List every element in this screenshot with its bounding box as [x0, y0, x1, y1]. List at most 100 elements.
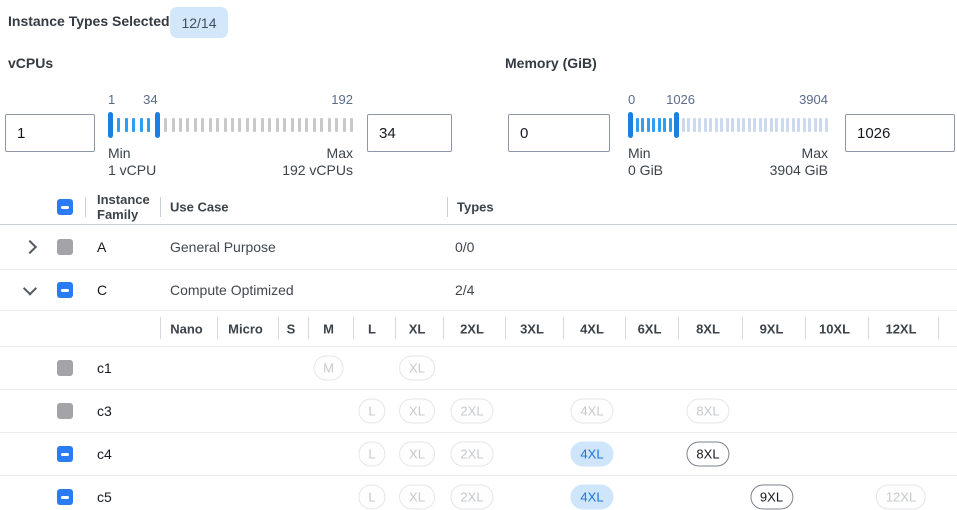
size-column-header: 12XL [885, 321, 917, 336]
family-checkbox[interactable] [57, 239, 73, 255]
slider-tick [703, 118, 707, 132]
slider-handle[interactable] [108, 112, 113, 138]
vcpus-scale-current: 34 [143, 92, 158, 107]
vcpus-range-slider[interactable]: 1 34 192 Min 1 vCPU Max 192 vCPUs [108, 92, 353, 179]
slider-tick [290, 118, 294, 132]
chevron-right-icon[interactable] [22, 239, 38, 255]
slider-tick [808, 118, 811, 132]
instance-checkbox[interactable] [57, 446, 73, 462]
size-chip: XL [399, 441, 435, 467]
family-row: C Compute Optimized 2/4 [0, 270, 957, 311]
size-column-header: S [286, 321, 296, 336]
memory-scale-current: 1026 [666, 92, 696, 107]
size-column-header: XL [408, 321, 426, 336]
slider-tick [117, 118, 121, 132]
size-chip[interactable]: 8XL [686, 441, 730, 467]
vcpus-max-caption: 192 vCPUs [282, 162, 353, 178]
size-chip[interactable]: 9XL [749, 484, 794, 510]
memory-min-label: Min [628, 145, 651, 161]
memory-scale-max: 3904 [799, 92, 828, 107]
slider-tick [797, 118, 800, 132]
size-column-header: 3XL [520, 321, 544, 336]
column-header-instance-family: Instance Family [97, 192, 150, 222]
instance-checkbox[interactable] [57, 489, 73, 505]
slider-tick [731, 118, 734, 132]
memory-section-title: Memory (GiB) [505, 55, 597, 71]
column-header-use-case: Use Case [170, 199, 229, 215]
slider-tick [657, 118, 661, 132]
slider-tick [253, 118, 257, 132]
slider-tick [312, 118, 316, 132]
instance-checkbox[interactable] [57, 360, 73, 376]
memory-scale-min: 0 [628, 92, 636, 107]
instance-family-table: Instance Family Use Case Types A General … [0, 190, 957, 510]
column-divider [160, 317, 161, 339]
family-use-case: General Purpose [170, 239, 276, 255]
column-divider [160, 197, 161, 217]
instance-row: c5 L XL 2XL 4XL 9XL 12XL [0, 476, 957, 510]
family-use-case: Compute Optimized [170, 282, 294, 298]
size-chip[interactable]: 4XL [570, 484, 614, 510]
slider-handle[interactable] [628, 112, 633, 138]
slider-tick [681, 118, 685, 132]
family-types-count: 2/4 [455, 282, 475, 298]
slider-tick [652, 118, 655, 132]
slider-tick [769, 118, 773, 132]
size-chip: XL [399, 398, 435, 424]
slider-tick [791, 118, 795, 132]
vcpus-min-label: Min [108, 145, 131, 161]
slider-tick [736, 118, 740, 132]
slider-tick [268, 118, 272, 132]
slider-tick [747, 118, 751, 132]
slider-tick [201, 118, 205, 132]
column-divider [447, 197, 448, 217]
size-column-header: 8XL [696, 321, 720, 336]
vcpus-slider-track[interactable] [108, 111, 353, 139]
slider-tick [320, 118, 324, 132]
vcpus-slider-scale: 1 34 192 [108, 92, 353, 109]
instance-checkbox[interactable] [57, 403, 73, 419]
slider-tick [283, 118, 287, 132]
instance-row: c3 L XL 2XL 4XL 8XL [0, 390, 957, 433]
memory-min-input[interactable] [508, 114, 610, 152]
slider-handle[interactable] [154, 112, 160, 138]
vcpus-min-input[interactable] [5, 114, 95, 152]
slider-tick [275, 118, 279, 132]
slider-tick [775, 118, 778, 132]
chevron-down-icon[interactable] [22, 281, 38, 296]
vcpus-max-input[interactable] [367, 114, 452, 152]
size-header-row: Nano Micro S M L XL 2XL 3XL 4XL 6XL 8XL 9XL 10XL 12XL [0, 311, 957, 347]
size-column-header: L [368, 321, 376, 336]
slider-tick [698, 118, 701, 132]
size-column-header: 2XL [460, 321, 484, 336]
instance-name: c4 [97, 446, 112, 462]
instance-row: c1 M XL [0, 347, 957, 390]
table-body: A General Purpose 0/0 C Compute Optimized 2/4… [0, 225, 957, 510]
memory-max-label: Max [801, 145, 828, 161]
column-divider [217, 317, 218, 339]
column-divider [505, 317, 506, 339]
family-checkbox[interactable] [57, 282, 73, 298]
slider-tick [635, 118, 639, 132]
size-chip: 8XL [686, 398, 730, 424]
column-divider [85, 197, 86, 217]
column-divider [678, 317, 679, 339]
slider-tick [342, 118, 346, 132]
slider-tick [742, 118, 745, 132]
family-types-count: 0/0 [455, 239, 475, 255]
slider-handle[interactable] [674, 112, 679, 138]
memory-max-input[interactable] [845, 114, 955, 152]
slider-tick [824, 118, 828, 132]
slider-tick [223, 118, 227, 132]
instance-name: c1 [97, 360, 112, 376]
size-chip: 2XL [450, 441, 494, 467]
column-divider [742, 317, 743, 339]
size-chip[interactable]: 4XL [570, 441, 614, 467]
slider-tick [668, 118, 672, 132]
slider-tick [753, 118, 756, 132]
memory-slider-track[interactable] [628, 111, 828, 139]
size-chip: XL [399, 484, 435, 510]
select-all-checkbox[interactable] [57, 199, 73, 215]
memory-range-slider[interactable]: 0 1026 3904 Min 0 GiB Max 3904 GiB [628, 92, 828, 179]
column-divider [395, 317, 396, 339]
